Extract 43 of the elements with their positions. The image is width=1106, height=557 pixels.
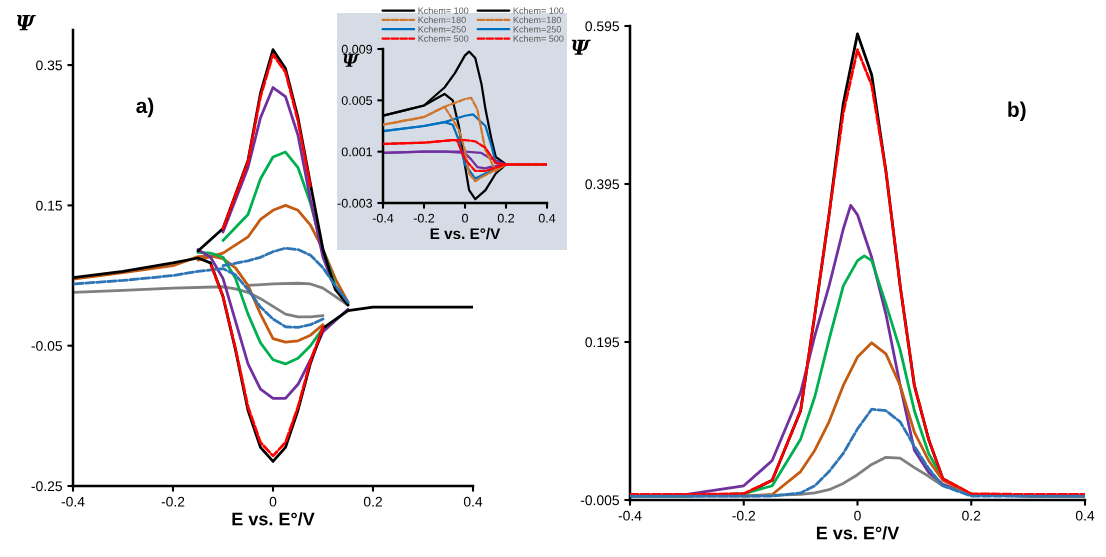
y-tick-label: 0.595 <box>585 21 619 32</box>
y-tick-label: -0.05 <box>31 341 62 351</box>
text: Kchem=180 <box>513 16 561 24</box>
text: Kchem= 100 <box>513 7 564 14</box>
x-tick-label: 0.2 <box>363 496 382 507</box>
x-axis-title: E vs. E°/V <box>430 227 501 240</box>
x-tick-label: 0.2 <box>962 510 981 521</box>
y-tick-label: -0.25 <box>31 481 62 492</box>
y-tick-label: 0.009 <box>341 44 372 54</box>
x-tick-label: 0.2 <box>497 213 515 223</box>
x-tick-label: -0.2 <box>413 213 435 223</box>
y-tick-label: 0.35 <box>36 60 62 71</box>
x-tick-label: 0 <box>269 496 277 507</box>
x-tick-label: -0.2 <box>732 510 756 521</box>
legend-label: Kchem= 500 <box>418 35 469 42</box>
x-axis-title: E vs. E°/V <box>816 526 900 540</box>
y-tick-label: 0.395 <box>585 179 619 190</box>
y-tick-label: -0.003 <box>337 198 373 208</box>
legend-label: Kchem= 100 <box>418 7 469 14</box>
x-tick-label: 0.4 <box>1075 510 1095 521</box>
x-tick-label: 0 <box>854 510 861 521</box>
x-axis-title: E vs. E°/V <box>232 512 315 526</box>
x-tick-label: -0.4 <box>372 213 394 223</box>
x-tick-label: 0.4 <box>538 213 556 223</box>
text: Kchem=250 <box>513 25 561 33</box>
annotation: b) <box>1008 101 1026 122</box>
y-tick-label: 0.001 <box>341 147 372 157</box>
y-tick-label: 0.195 <box>585 337 619 348</box>
legend-label: Kchem=250 <box>418 25 466 33</box>
y-tick-label: 0.005 <box>341 96 373 105</box>
y-axis-title: Ψ <box>343 53 360 67</box>
x-tick-label: -0.4 <box>618 510 642 521</box>
y-tick-label: -0.005 <box>580 495 620 506</box>
y-axis-title: Ψ <box>16 15 36 31</box>
legend-label: Kchem=180 <box>418 16 466 24</box>
x-tick-label: -0.4 <box>61 496 85 507</box>
text: Kchem= 500 <box>513 35 564 42</box>
x-tick-label: 0.4 <box>463 496 483 507</box>
annotation: a) <box>136 97 154 118</box>
x-tick-label: 0 <box>462 213 468 223</box>
y-tick-label: 0.15 <box>36 200 62 211</box>
y-axis-title: Ψ <box>571 39 591 55</box>
x-tick-label: -0.2 <box>161 496 185 507</box>
